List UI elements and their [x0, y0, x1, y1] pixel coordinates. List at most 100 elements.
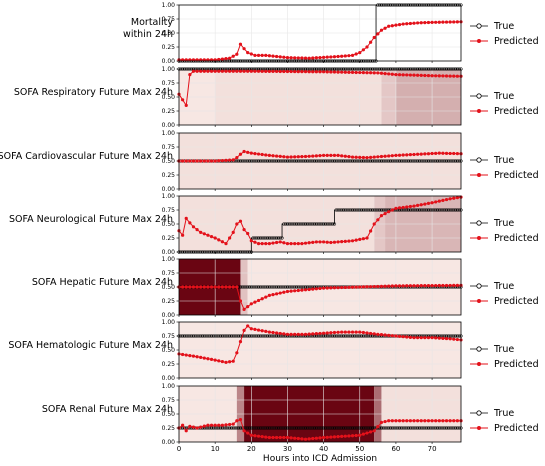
true-point	[437, 426, 441, 430]
predicted-point	[437, 419, 441, 423]
true-series-line	[179, 209, 461, 253]
true-point	[408, 159, 413, 163]
predicted-point	[275, 331, 279, 335]
predicted-point	[181, 285, 185, 289]
true-point	[396, 208, 400, 212]
true-point	[273, 285, 277, 289]
predicted-point	[369, 155, 373, 159]
predicted-point	[256, 298, 261, 303]
predicted-point	[249, 302, 253, 306]
true-point	[280, 159, 284, 163]
true-point	[441, 208, 445, 212]
predicted-point	[289, 332, 293, 336]
true-point	[358, 334, 362, 338]
true-point	[311, 222, 315, 226]
panel-title: SOFA Respiratory Future Max 24h	[14, 87, 173, 98]
predicted-point	[332, 240, 337, 244]
true-point	[260, 334, 264, 338]
predicted-point	[318, 240, 322, 244]
predicted-point	[267, 242, 271, 246]
true-point	[430, 208, 434, 212]
true-point	[347, 208, 351, 212]
true-point	[430, 426, 434, 430]
predicted-point	[249, 239, 253, 243]
predicted-point	[405, 22, 409, 26]
predicted-point	[372, 155, 376, 159]
predicted-point	[217, 285, 221, 289]
predicted-point	[278, 154, 282, 159]
predicted-point	[332, 70, 337, 74]
true-point	[338, 426, 342, 430]
predicted-point	[376, 155, 380, 159]
predicted-point	[394, 334, 398, 338]
legend-true-marker	[476, 93, 482, 99]
predicted-point	[242, 149, 246, 154]
true-point	[291, 222, 295, 226]
true-point	[414, 159, 418, 163]
true-point	[314, 222, 319, 226]
legend-pred-label: Predicted	[494, 36, 539, 47]
true-point	[312, 222, 317, 226]
predicted-point	[264, 329, 268, 334]
predicted-point	[231, 422, 235, 426]
true-point	[387, 426, 391, 430]
predicted-point	[383, 284, 387, 288]
predicted-point	[213, 236, 217, 240]
true-point	[405, 426, 409, 430]
predicted-point	[383, 212, 387, 216]
predicted-point	[354, 330, 358, 334]
y-tick-label: 0.50	[162, 94, 176, 101]
predicted-point	[199, 159, 203, 163]
true-point	[412, 208, 416, 212]
true-point	[276, 236, 281, 240]
predicted-point	[293, 436, 297, 440]
true-point	[274, 334, 279, 338]
predicted-point	[452, 151, 456, 156]
true-point	[199, 334, 203, 338]
predicted-point	[419, 21, 423, 25]
y-tick-label: 0.25	[162, 44, 176, 51]
predicted-point	[206, 285, 210, 289]
predicted-point	[275, 69, 279, 74]
y-tick-label: 0.25	[162, 298, 176, 305]
predicted-point	[228, 56, 232, 60]
true-point	[197, 334, 201, 338]
predicted-point	[285, 242, 290, 246]
true-point	[343, 208, 347, 212]
true-point	[244, 285, 248, 289]
true-point	[285, 159, 290, 163]
legend-pred-label: Predicted	[494, 106, 539, 117]
panel-title: SOFA Hepatic Future Max 24h	[32, 277, 173, 288]
predicted-point	[441, 20, 445, 24]
predicted-point	[188, 354, 192, 358]
true-point	[253, 236, 257, 240]
predicted-point	[289, 289, 293, 293]
predicted-point	[300, 288, 304, 292]
legend-pred-label: Predicted	[494, 296, 539, 307]
true-point	[195, 334, 199, 338]
y-tick-label: 0.75	[162, 16, 176, 23]
legend-true-label: True	[493, 344, 514, 355]
true-point	[318, 222, 322, 226]
panel-4: 0.00 0.25 0.50 0.75 1.00 SOFA Hepatic Future …	[32, 256, 539, 319]
predicted-point	[448, 20, 452, 24]
predicted-point	[369, 71, 373, 75]
true-point	[271, 334, 275, 338]
predicted-point	[260, 297, 264, 301]
predicted-point	[329, 70, 333, 74]
predicted-series-line	[179, 21, 462, 61]
panel-title: SOFA Renal Future Max 24h	[42, 404, 173, 415]
predicted-point	[267, 153, 271, 157]
true-point	[218, 334, 223, 338]
predicted-point	[314, 287, 318, 291]
true-point	[204, 426, 208, 430]
true-point	[370, 334, 375, 338]
true-point	[267, 236, 272, 240]
x-tick-label: 70	[428, 445, 437, 453]
predicted-point	[224, 285, 228, 289]
predicted-point	[217, 359, 221, 363]
true-point	[452, 208, 456, 212]
true-point	[329, 334, 333, 338]
true-point	[354, 208, 358, 212]
predicted-point	[336, 153, 340, 157]
